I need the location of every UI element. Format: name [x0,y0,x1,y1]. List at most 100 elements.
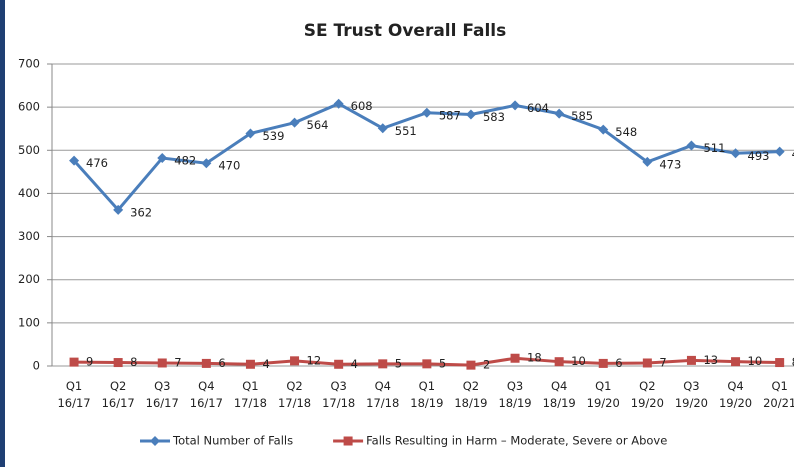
x-tick-label: Q1 18/19 [410,379,444,410]
data-label: 473 [659,157,681,171]
point [422,359,432,369]
point [554,108,565,119]
data-label: 6 [615,356,622,370]
x-tick-label: Q2 17/18 [277,379,312,410]
data-label: 2 [483,358,490,372]
point [775,358,785,368]
data-label: 12 [307,353,322,367]
data-label: 362 [130,205,152,219]
x-tick-label: Q4 17/18 [366,379,400,410]
x-tick-label: Q2 18/19 [454,379,488,410]
point [686,140,697,151]
point [378,359,388,369]
x-tick-label: Q4 18/19 [542,379,576,410]
point [510,353,520,363]
x-tick-label: Q3 18/19 [498,379,532,410]
y-tick-label: 100 [18,315,40,329]
point [245,128,256,139]
data-label: 13 [703,353,718,367]
point [774,146,785,157]
point [201,158,212,169]
point [598,124,609,135]
point [598,358,608,368]
point [554,357,564,367]
x-tick-label: Q1 17/18 [233,379,268,410]
left-border [0,0,5,467]
data-label: 493 [748,149,770,163]
point [113,204,124,215]
data-label: 476 [86,156,108,170]
x-tick-label: Q2 19/20 [630,379,664,410]
point [289,117,300,128]
point [343,436,353,446]
data-label: 470 [218,159,240,173]
data-label: 583 [483,110,505,124]
point [157,358,167,368]
x-tick-label: Q4 19/20 [718,379,753,410]
data-label: 4 [351,357,358,371]
data-label: 6 [218,356,225,370]
point [377,123,388,134]
data-label: 548 [615,125,637,139]
y-tick-label: 300 [18,229,40,243]
point [113,358,123,368]
x-tick-label: Q2 16/17 [101,379,135,410]
data-label: 8 [130,355,137,369]
legend-label: Falls Resulting in Harm – Moderate, Seve… [366,434,667,448]
y-tick-label: 0 [33,359,40,373]
data-label: 511 [703,141,725,155]
point [245,359,255,369]
x-tick-label: Q4 16/17 [189,379,223,410]
point [465,109,476,120]
x-tick-label: Q1 20/21 [763,379,794,410]
point [69,155,80,166]
data-label: 497 [792,147,794,161]
point [333,98,344,109]
point [157,153,168,164]
point [642,358,652,368]
point [731,357,741,367]
chart-title: SE Trust Overall Falls [304,21,507,41]
y-tick-label: 400 [18,186,40,200]
data-label: 564 [307,118,329,132]
x-tick-label: Q3 19/20 [674,379,709,410]
point [730,148,741,159]
point [686,355,696,365]
point [466,360,476,370]
data-label: 539 [262,129,284,143]
x-tick-label: Q1 16/17 [57,379,91,410]
data-label: 5 [439,356,446,370]
data-label: 4 [262,357,269,371]
data-label: 7 [659,355,666,369]
x-tick-label: Q3 17/18 [322,379,356,410]
data-label: 18 [527,351,542,365]
data-label: 604 [527,101,549,115]
data-label: 587 [439,108,461,122]
x-tick-label: Q1 19/20 [586,379,620,410]
data-label: 482 [174,154,196,168]
point [69,357,79,367]
data-label: 585 [571,109,593,123]
point [201,358,211,368]
point [334,359,344,369]
y-tick-label: 200 [18,272,40,286]
y-tick-label: 700 [18,57,40,71]
legend-label: Total Number of Falls [172,434,293,448]
y-tick-label: 600 [18,100,40,114]
point [421,107,432,118]
data-label: 8 [792,355,794,369]
data-label: 608 [351,99,373,113]
y-tick-label: 500 [18,143,40,157]
data-label: 10 [748,354,763,368]
data-label: 9 [86,355,93,369]
data-label: 7 [174,355,181,369]
point [510,100,521,111]
data-label: 551 [395,124,417,138]
point [150,436,160,446]
point [642,156,653,167]
data-label: 5 [395,356,402,370]
x-tick-label: Q3 16/17 [145,379,179,410]
data-label: 10 [571,354,586,368]
